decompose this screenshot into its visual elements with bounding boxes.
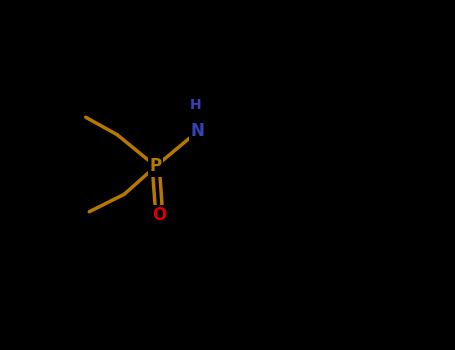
Text: N: N <box>191 122 205 140</box>
Text: P: P <box>150 157 162 175</box>
Text: O: O <box>152 206 167 224</box>
Text: H: H <box>190 98 202 112</box>
